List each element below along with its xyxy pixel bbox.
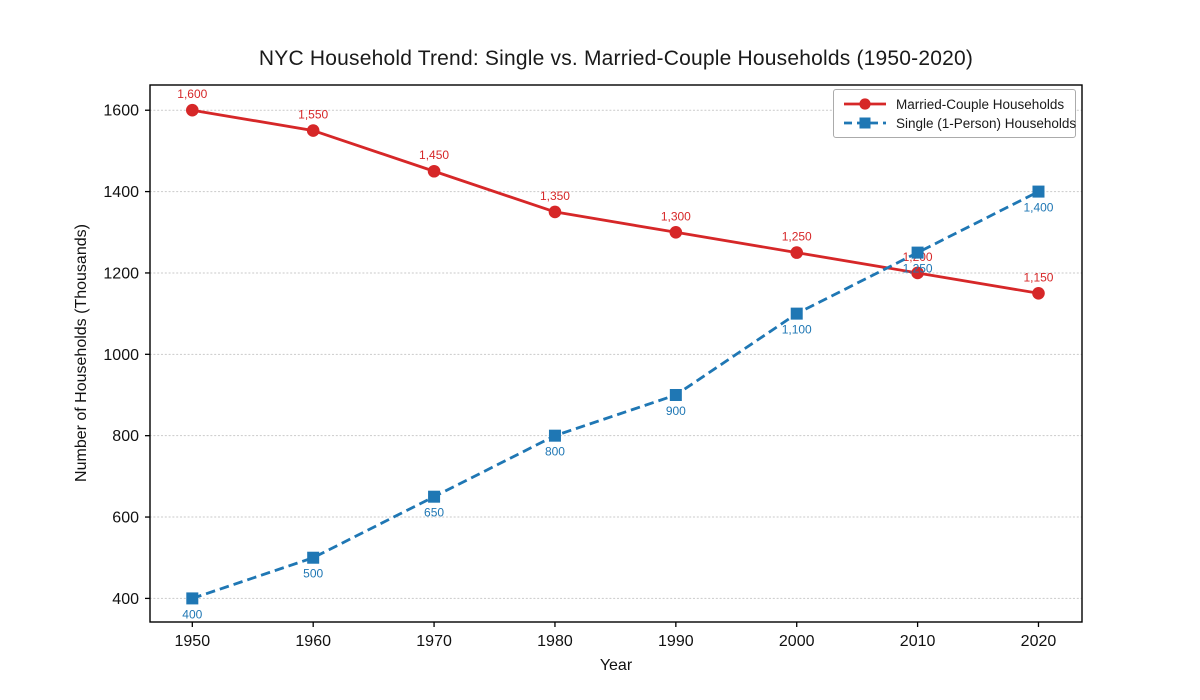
- data-point-label: 400: [182, 607, 202, 621]
- series-line-0: [192, 108, 1039, 295]
- data-point: [790, 246, 804, 259]
- data-point-label: 1,400: [1023, 201, 1053, 215]
- data-point: [790, 307, 803, 320]
- y-tick-label: 1600: [103, 103, 139, 120]
- y-tick-label: 1000: [103, 347, 139, 364]
- legend-married-line-marker-icon: [844, 98, 886, 110]
- legend-item-single: Single (1-Person) Households: [842, 114, 1076, 132]
- data-point: [427, 164, 441, 178]
- data-point-label: 500: [303, 567, 323, 581]
- x-tick-label: 1970: [416, 633, 452, 650]
- data-point-label: 1,250: [903, 262, 933, 276]
- legend-label-married-couple: Married-Couple Households: [896, 96, 1065, 112]
- data-point: [428, 490, 441, 503]
- data-point: [1032, 286, 1045, 300]
- data-point-label: 1,550: [298, 108, 328, 122]
- data-point-label: 1,100: [782, 323, 812, 337]
- chart-title: NYC Household Trend: Single vs. Married-…: [258, 47, 974, 70]
- x-tick-label: 1960: [295, 633, 331, 650]
- data-point: [306, 124, 320, 137]
- x-tick-label: 1950: [175, 633, 211, 650]
- legend: Married-Couple Households Single (1-Pers…: [833, 89, 1076, 138]
- x-tick-label: 2010: [900, 633, 936, 650]
- data-point-label: 1,250: [782, 230, 812, 244]
- data-point-label: 1,350: [540, 189, 570, 203]
- data-point-label: 900: [666, 404, 686, 418]
- legend-item-married-couple: Married-Couple Households: [842, 95, 1065, 113]
- data-point-label: 1,300: [661, 209, 691, 223]
- data-point-label: 1,150: [1023, 270, 1053, 284]
- legend-label-single: Single (1-Person) Households: [896, 115, 1077, 131]
- legend-single-line-marker-icon: [844, 117, 886, 129]
- data-point-label: 800: [545, 445, 565, 459]
- x-tick-label: 2000: [779, 633, 815, 650]
- x-tick-label: 1980: [537, 633, 573, 650]
- data-point: [548, 429, 561, 442]
- data-point: [1032, 185, 1045, 198]
- data-point: [911, 266, 924, 280]
- data-point: [186, 103, 199, 117]
- data-point: [548, 205, 562, 219]
- data-point: [911, 246, 924, 259]
- data-point: [669, 388, 682, 401]
- data-point-label: 650: [424, 506, 444, 520]
- data-point-label: 1,600: [177, 87, 207, 101]
- y-tick-label: 1400: [103, 184, 139, 201]
- data-point: [307, 551, 320, 564]
- data-point: [669, 225, 683, 239]
- x-tick-label: 2020: [1021, 633, 1057, 650]
- data-point: [186, 592, 199, 605]
- data-point-label: 1,450: [419, 148, 449, 162]
- x-axis-title: Year: [599, 657, 633, 674]
- y-tick-label: 800: [112, 428, 139, 445]
- x-tick-label: 1990: [658, 633, 694, 650]
- y-tick-label: 400: [112, 591, 139, 608]
- plot-border: [149, 84, 1083, 623]
- y-axis-title: Number of Households (Thousands): [73, 224, 90, 482]
- series-line-1: [191, 190, 1040, 600]
- y-tick-label: 1200: [103, 265, 139, 282]
- y-tick-label: 600: [112, 510, 139, 527]
